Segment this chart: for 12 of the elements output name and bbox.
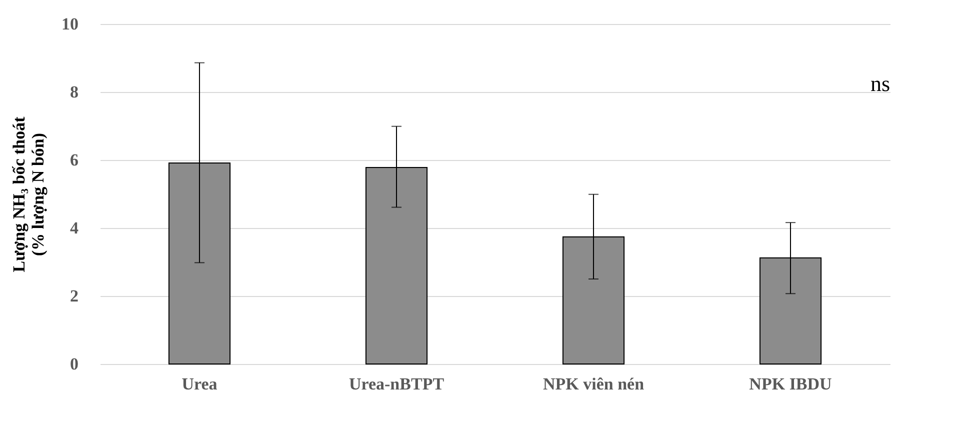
y-tick-label: 8 (70, 82, 78, 102)
y-tick-label: 6 (70, 150, 78, 170)
x-tick-label: NPK viên nén (542, 374, 645, 394)
y-tick-label: 2 (70, 286, 78, 306)
annotation: ns (870, 71, 890, 96)
y-tick-label: 0 (70, 354, 78, 374)
x-tick-label: Urea-nBTPT (348, 374, 445, 394)
x-tick-label: Urea (182, 374, 218, 394)
y-tick-label: 4 (70, 218, 79, 238)
y-tick-label: 10 (62, 14, 78, 34)
x-tick-label: NPK IBDU (749, 374, 832, 394)
y-axis-title: Lượng NH₃ bốc thoát (% lượng N bón) (10, 116, 48, 272)
